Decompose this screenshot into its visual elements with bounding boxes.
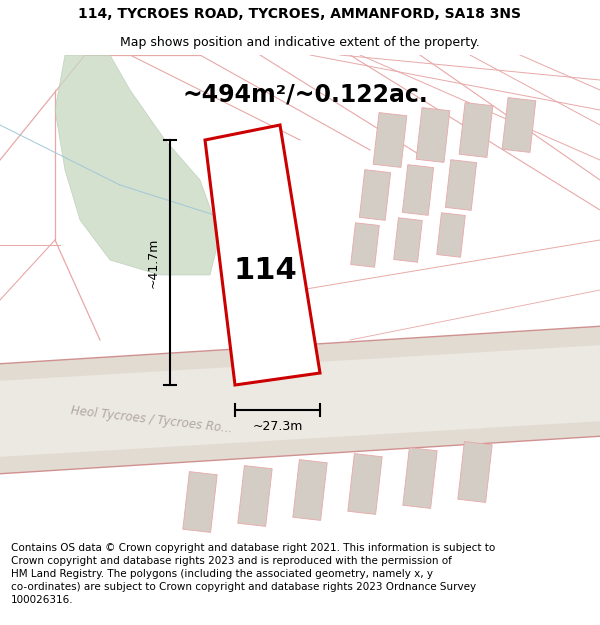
Polygon shape (394, 217, 422, 262)
Text: Map shows position and indicative extent of the property.: Map shows position and indicative extent… (120, 36, 480, 49)
Polygon shape (55, 55, 220, 275)
Text: ~41.7m: ~41.7m (147, 238, 160, 288)
Text: ~494m²/~0.122ac.: ~494m²/~0.122ac. (182, 83, 428, 107)
Polygon shape (403, 448, 437, 508)
Polygon shape (459, 102, 493, 158)
Polygon shape (458, 442, 492, 503)
Polygon shape (238, 466, 272, 526)
Text: ~27.3m: ~27.3m (253, 420, 302, 433)
Polygon shape (416, 107, 450, 162)
Text: 114: 114 (233, 256, 297, 285)
Polygon shape (437, 213, 466, 258)
Text: Contains OS data © Crown copyright and database right 2021. This information is : Contains OS data © Crown copyright and d… (11, 542, 495, 606)
Polygon shape (183, 472, 217, 532)
Polygon shape (373, 112, 407, 168)
Polygon shape (0, 325, 600, 475)
Polygon shape (445, 159, 476, 211)
Polygon shape (348, 454, 382, 514)
Polygon shape (359, 169, 391, 221)
Text: Heol Tycroes / Tycroes Ro...: Heol Tycroes / Tycroes Ro... (70, 404, 233, 436)
Polygon shape (502, 98, 536, 152)
Polygon shape (205, 125, 320, 385)
Polygon shape (0, 344, 600, 458)
Polygon shape (350, 222, 379, 268)
Polygon shape (293, 459, 327, 521)
Text: 114, TYCROES ROAD, TYCROES, AMMANFORD, SA18 3NS: 114, TYCROES ROAD, TYCROES, AMMANFORD, S… (79, 7, 521, 21)
Polygon shape (403, 164, 434, 216)
